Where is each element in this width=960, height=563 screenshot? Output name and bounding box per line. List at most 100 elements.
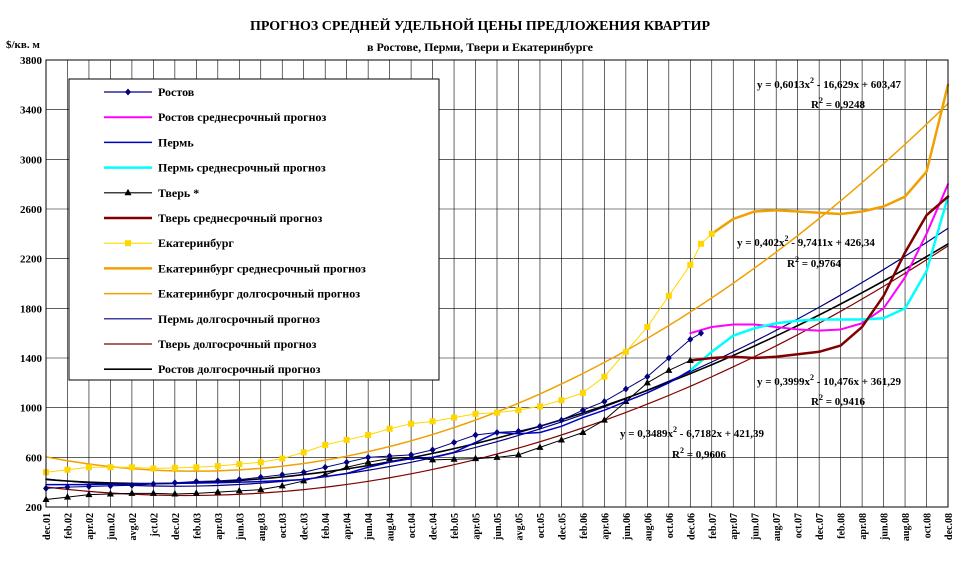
data-point-diamond xyxy=(429,446,436,454)
x-tick-label: avg.02 xyxy=(128,513,139,541)
data-point-square xyxy=(125,240,131,247)
data-point-diamond xyxy=(257,473,264,481)
data-point-triangle xyxy=(85,490,93,498)
data-point-square xyxy=(365,431,372,438)
legend-label: Пермь xyxy=(158,135,194,149)
data-point-square xyxy=(515,407,522,414)
data-point-square xyxy=(257,459,264,466)
data-point-square xyxy=(279,455,286,462)
data-point-square xyxy=(429,418,436,425)
data-point-diamond xyxy=(515,427,522,435)
data-point-square xyxy=(193,464,200,471)
data-point-triangle xyxy=(643,378,651,386)
x-tick-label: feb.08 xyxy=(837,513,848,539)
data-point-triangle xyxy=(493,453,501,460)
legend-label: Тверь * xyxy=(158,186,199,200)
x-tick-label: feb.04 xyxy=(321,513,332,539)
x-tick-label: jun.07 xyxy=(751,513,762,541)
data-point-diamond xyxy=(601,397,608,405)
data-point-triangle xyxy=(536,443,544,450)
y-tick-label: 2200 xyxy=(20,254,43,266)
data-point-square xyxy=(107,464,114,471)
r2-ekaterinburg: R2 = 0,9248 xyxy=(811,96,865,111)
data-point-triangle xyxy=(63,493,71,500)
r2-tver: R2 = 0,9416 xyxy=(811,393,865,408)
data-point-square xyxy=(64,466,71,473)
data-point-triangle xyxy=(450,455,458,462)
data-point-square xyxy=(494,409,500,416)
data-point-triangle xyxy=(364,458,372,465)
data-point-square xyxy=(687,261,694,268)
series-line xyxy=(689,183,949,335)
data-point-square xyxy=(85,464,92,471)
legend-label: Екатеринбург долгосрочный прогноз xyxy=(158,287,360,301)
x-tick-label: jun.05 xyxy=(493,513,504,541)
data-point-square xyxy=(343,436,350,443)
x-tick-label: jct.02 xyxy=(149,513,160,538)
series-line xyxy=(45,369,692,486)
legend-item: Екатеринбург xyxy=(104,236,234,250)
series-0 xyxy=(43,329,705,492)
series-1 xyxy=(689,183,949,335)
data-point-diamond xyxy=(472,431,479,439)
x-tick-label: dec.08 xyxy=(944,513,955,540)
data-point-diamond xyxy=(150,480,157,488)
data-point-diamond xyxy=(193,478,200,486)
x-tick-label: dec.04 xyxy=(429,513,440,540)
data-point-square xyxy=(300,449,307,456)
data-point-triangle xyxy=(106,489,114,497)
x-tick-label: avg.05 xyxy=(514,513,525,541)
series-7 xyxy=(710,83,950,236)
series-3 xyxy=(689,195,950,372)
plot-area-border xyxy=(45,59,949,508)
data-point-square xyxy=(665,292,672,299)
data-point-triangle xyxy=(235,486,243,494)
data-point-square xyxy=(536,403,543,410)
data-point-square xyxy=(644,323,651,330)
data-point-diamond xyxy=(558,416,565,424)
y-tick-label: 1000 xyxy=(20,403,43,415)
x-tick-label: apr.07 xyxy=(729,513,740,540)
data-point-triangle xyxy=(600,416,608,423)
data-point-diamond xyxy=(622,385,629,393)
x-tick-label: apr.04 xyxy=(343,513,354,540)
data-point-square xyxy=(408,420,415,427)
x-tick-label: dec.02 xyxy=(171,513,182,540)
legend-item: Ростов долгосрочный прогноз xyxy=(104,362,321,376)
x-tick-label: oct.07 xyxy=(794,513,805,538)
data-point-triangle xyxy=(257,485,265,493)
legend-label: Екатеринбург среднесрочный прогноз xyxy=(158,261,366,275)
data-point-square xyxy=(150,465,157,472)
x-tick-label: aug.03 xyxy=(257,513,268,541)
legend-item: Екатеринбург долгосрочный прогноз xyxy=(104,287,360,301)
data-point-square xyxy=(708,230,715,237)
data-point-diamond xyxy=(687,335,694,343)
x-tick-label: jun.03 xyxy=(235,513,246,541)
x-tick-label: feb.05 xyxy=(450,513,461,539)
legend-item: Ростов среднесрочный прогноз xyxy=(104,110,327,124)
data-point-triangle xyxy=(278,481,286,489)
legend-item: Тверь среднесрочный прогноз xyxy=(104,211,322,225)
data-point-diamond xyxy=(644,373,651,381)
x-tick-label: feb.02 xyxy=(63,513,74,539)
data-point-triangle xyxy=(665,366,673,373)
data-point-square xyxy=(386,425,393,432)
data-point-diamond xyxy=(536,422,543,430)
y-tick-label: 200 xyxy=(26,502,43,514)
legend-item: Пермь xyxy=(104,135,194,149)
data-point-diamond xyxy=(171,479,178,487)
x-tick-label: aug.08 xyxy=(901,513,912,541)
series-6 xyxy=(43,230,715,476)
data-point-square xyxy=(236,461,243,468)
legend-item: Тверь долгосрочный прогноз xyxy=(104,337,317,351)
x-tick-label: dec.03 xyxy=(300,513,311,540)
y-tick-labels: 200 600 1000 1400 1800 2200 2600 3000 3400 3800 xyxy=(20,55,43,514)
x-tick-label: oct.05 xyxy=(536,513,547,538)
data-point-diamond xyxy=(322,463,329,471)
data-point-diamond xyxy=(494,429,500,436)
data-point-square xyxy=(622,348,629,355)
data-point-triangle xyxy=(343,463,351,470)
legend-label: Пермь среднесрочный прогноз xyxy=(158,161,326,175)
data-point-triangle xyxy=(472,454,480,462)
data-point-diamond xyxy=(107,482,114,490)
